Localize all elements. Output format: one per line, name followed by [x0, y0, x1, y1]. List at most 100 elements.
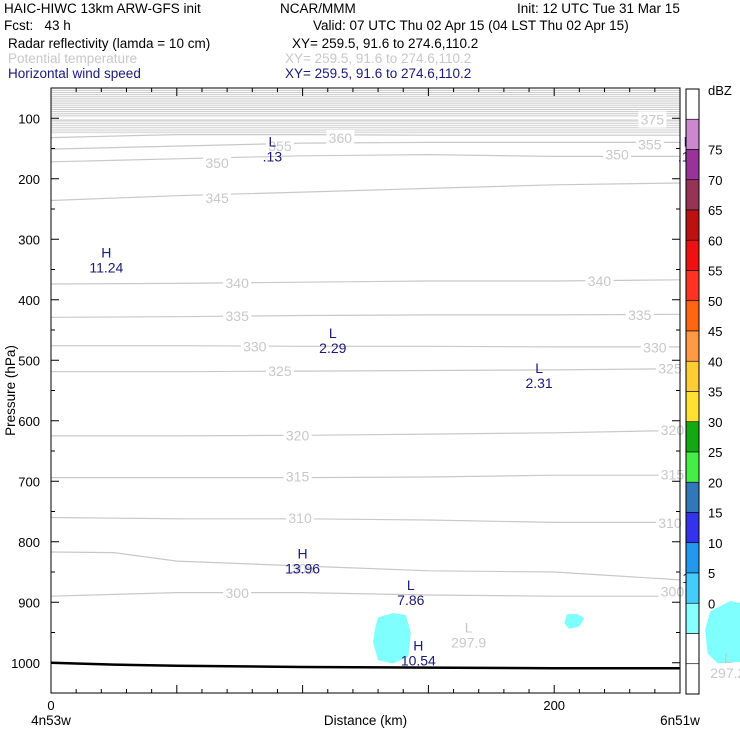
colorbar-label: 70 — [708, 173, 722, 188]
isentrope-label: 310 — [658, 515, 682, 531]
isentrope-label: 355 — [268, 138, 292, 154]
isentrope-label: 360 — [329, 130, 353, 146]
org-label: NCAR/MMM — [280, 1, 356, 16]
isentrope-line — [51, 429, 681, 437]
isentrope-label-bg — [326, 130, 355, 147]
y-tick-label: 600 — [18, 414, 40, 429]
isentrope-label: 330 — [643, 340, 667, 356]
isentrope-line — [50, 134, 680, 139]
colorbar-label: 30 — [708, 415, 722, 430]
isentrope-label-bg — [655, 514, 684, 531]
model-title: HAIC-HIWC 13km ARW-GFS init — [4, 1, 201, 16]
colorbar-cell — [685, 481, 700, 513]
isentrope-label: 320 — [661, 422, 685, 438]
wind-extremum-value: 7.86 — [397, 592, 424, 608]
isentrope-label-bg — [283, 468, 312, 485]
theta-extremum-type: L — [465, 620, 473, 636]
x-end-endpoint: 6n51w — [660, 713, 700, 728]
colorbar-label: 25 — [708, 445, 722, 460]
isentrope-line — [51, 474, 680, 479]
isentrope-line — [50, 141, 680, 150]
isentrope-label-bg — [625, 306, 654, 323]
theta-extremum-value: 297.9 — [451, 635, 486, 651]
y-tick-label: 900 — [18, 595, 40, 610]
field-xy-wind: XY= 259.5, 91.6 to 274.6,110.2 — [285, 66, 472, 81]
colorbar-cell — [685, 602, 700, 634]
isentrope-label: 375 — [641, 111, 665, 127]
isentrope-label-bg — [286, 510, 315, 527]
y-tick-label: 200 — [18, 172, 40, 187]
isentrope-label-bg — [223, 274, 252, 291]
isentrope-label: 355 — [638, 136, 662, 152]
isentrope-line — [50, 551, 681, 581]
field-name-reflectivity: Radar reflectivity (lamda = 10 cm) — [8, 36, 211, 51]
x-axis-title: Distance (km) — [324, 713, 407, 728]
colorbar-label: 20 — [708, 475, 722, 490]
reflectivity-area — [705, 601, 740, 664]
colorbar-cell — [685, 149, 700, 181]
reflectivity-area — [564, 613, 585, 629]
isentrope-label: 345 — [205, 190, 229, 206]
isentrope-label-bg — [240, 338, 269, 355]
y-tick-label: 400 — [18, 293, 40, 308]
colorbar-label: 50 — [708, 294, 722, 309]
wind-extremum-value: 13.96 — [285, 561, 320, 577]
isentrope-label-bg — [288, 560, 317, 577]
colorbar-label: 10 — [708, 536, 722, 551]
colorbar-cell — [685, 88, 700, 120]
isentrope-line — [50, 153, 680, 163]
wind-extremum-type: H — [298, 546, 308, 562]
colorbar-cell — [685, 360, 700, 392]
isentrope-label-bg — [265, 138, 294, 155]
colorbar-cell — [685, 633, 700, 665]
colorbar-cell — [685, 663, 700, 695]
y-tick-label: 100 — [18, 111, 40, 126]
field-xy-reflectivity: XY= 259.5, 91.6 to 274.6,110.2 — [292, 36, 479, 51]
colorbar-label: 65 — [708, 203, 722, 218]
y-tick-label: 300 — [18, 232, 40, 247]
isentrope-label-bg — [658, 466, 687, 483]
isentrope-line — [50, 516, 680, 523]
isentrope-label-bg — [283, 427, 312, 444]
isentrope-label-bg — [585, 272, 614, 289]
x-tick-label: 200 — [543, 698, 565, 713]
wind-extremum-value: 11.24 — [89, 259, 123, 275]
isentrope-label-bg — [655, 360, 684, 377]
isentrope-label: 300 — [226, 585, 250, 601]
colorbar-cell — [685, 572, 700, 604]
isentrope-label-bg — [638, 111, 667, 128]
forecast-hour: Fcst: 43 h — [4, 18, 71, 33]
plot-frame — [50, 87, 681, 694]
isentrope-label: 340 — [588, 273, 612, 289]
colorbar-label: 35 — [708, 385, 722, 400]
isentrope-label-bg — [223, 585, 252, 602]
isentrope-label-bg — [658, 583, 687, 600]
colorbar-cell — [685, 391, 700, 423]
wind-extremum-type: L — [329, 325, 337, 341]
wind-extremum-type: L — [269, 134, 277, 150]
colorbar-frame — [685, 88, 700, 695]
colorbar-label: 0 — [708, 596, 715, 611]
isentrope-label-bg — [640, 339, 669, 356]
isentrope-label: 315 — [286, 468, 310, 484]
isentrope-label: 305 — [291, 560, 315, 576]
isentrope-line — [50, 313, 681, 318]
wind-extremum-value: 2.31 — [525, 375, 552, 391]
wind-extremum-type: H — [413, 638, 423, 654]
isentrope-label: 335 — [226, 308, 250, 324]
y-tick-label: 800 — [18, 535, 40, 550]
init-time: Init: 12 UTC Tue 31 Mar 15 — [517, 1, 680, 16]
isentrope-line — [50, 182, 681, 202]
wind-extremum-value: 10.54 — [401, 653, 436, 669]
colorbar-cell — [685, 300, 700, 332]
colorbar-cell — [685, 542, 700, 574]
reflectivity-area — [373, 613, 411, 664]
isentrope-line — [51, 368, 681, 373]
isentrope-label: 350 — [205, 155, 229, 171]
isentrope-line — [50, 279, 681, 285]
colorbar-cell — [685, 179, 700, 211]
field-name-theta: Potential temperature — [8, 51, 138, 66]
isentrope-label-bg — [603, 146, 632, 163]
wind-extremum-type: H — [101, 244, 111, 260]
